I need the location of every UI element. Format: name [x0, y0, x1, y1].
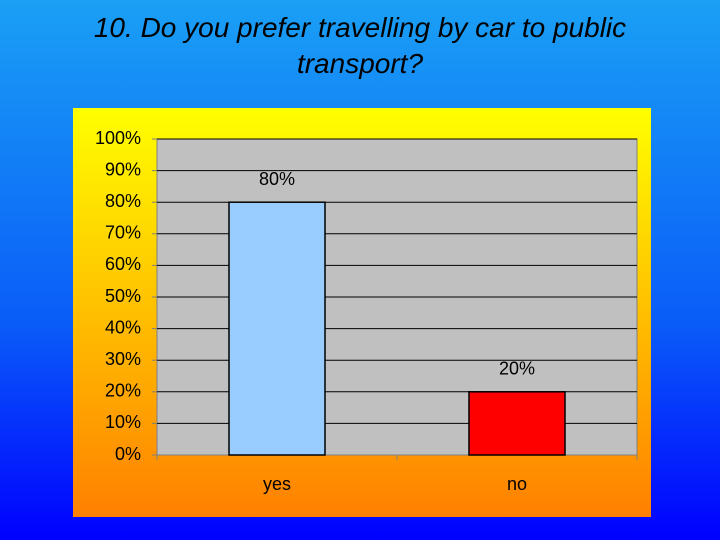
- bar: [228, 201, 326, 456]
- y-tick-label: 30%: [105, 349, 141, 369]
- value-label: 20%: [499, 359, 535, 379]
- y-tick-label: 70%: [105, 223, 141, 243]
- y-tick-label: 0%: [115, 444, 141, 464]
- y-tick-label: 90%: [105, 159, 141, 179]
- y-tick-label: 20%: [105, 381, 141, 401]
- bar: [468, 391, 566, 456]
- value-label: 80%: [259, 169, 295, 189]
- y-tick-label: 80%: [105, 191, 141, 211]
- x-tick-label: no: [507, 474, 527, 494]
- x-tick-label: yes: [263, 474, 291, 494]
- y-tick-label: 60%: [105, 254, 141, 274]
- y-tick-label: 10%: [105, 412, 141, 432]
- y-tick-label: 100%: [95, 128, 141, 148]
- y-tick-label: 40%: [105, 317, 141, 337]
- y-tick-label: 50%: [105, 286, 141, 306]
- chart-title: 10. Do you prefer travelling by car to p…: [93, 12, 627, 79]
